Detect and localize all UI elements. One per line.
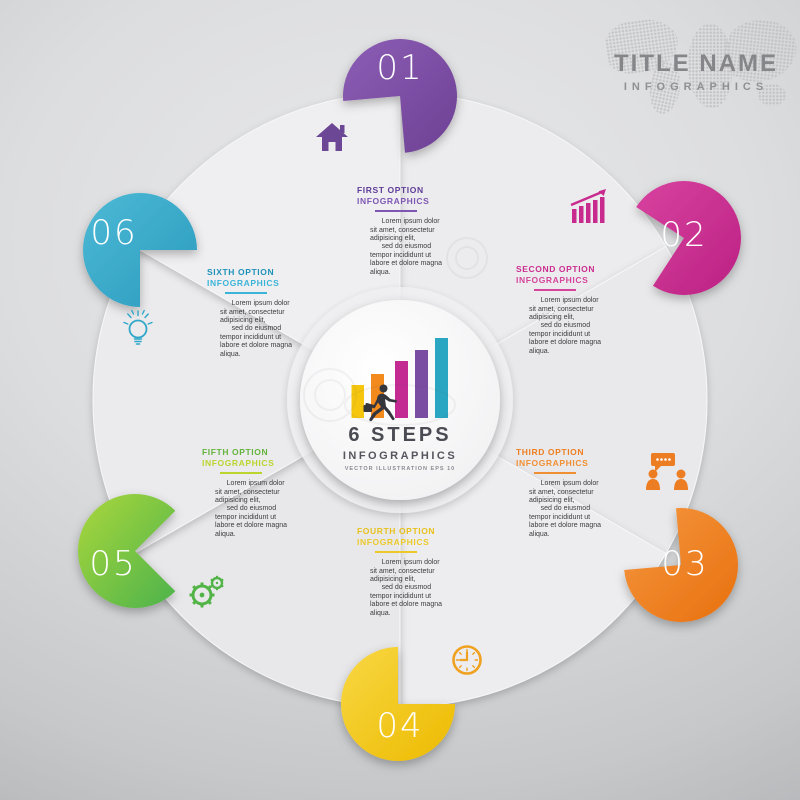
running-businessman-icon (363, 384, 397, 422)
map-blob-australia (758, 84, 786, 106)
step-heading: SECOND OPTION (516, 264, 596, 274)
step-block-sixth: SIXTH OPTION INFOGRAPHICS Lorem ipsum do… (207, 267, 327, 359)
step-heading: SIXTH OPTION (207, 267, 275, 277)
step-circle-05 (77, 493, 176, 608)
step-block-fourth: FOURTH OPTION INFOGRAPHICS Lorem ipsum d… (357, 526, 477, 618)
heading-underline (534, 472, 576, 475)
heading-underline (534, 289, 576, 292)
step-block-first: FIRST OPTION INFOGRAPHICS Lorem ipsum do… (357, 185, 477, 277)
step-circles (77, 38, 741, 761)
step-number-05: 05 (89, 544, 137, 584)
step-body-text: Lorem ipsum dolor sit amet, consectetur … (370, 559, 442, 617)
step-heading-sub: INFOGRAPHICS (357, 536, 430, 547)
step-heading: FIRST OPTION (357, 185, 424, 195)
step-circle-02 (636, 181, 741, 296)
step-heading: FOURTH OPTION (357, 526, 436, 536)
people-chat-icon (646, 453, 688, 490)
step-circle-01 (343, 38, 458, 153)
step-number-04: 04 (376, 706, 424, 746)
step-number-01: 01 (376, 48, 424, 88)
center-subtitle: INFOGRAPHICS (342, 450, 458, 462)
step-heading: THIRD OPTION (516, 447, 585, 457)
step-heading-sub: INFOGRAPHICS (516, 274, 589, 285)
step-heading-sub: INFOGRAPHICS (516, 457, 589, 468)
page-subtitle: INFOGRAPHICS (623, 81, 769, 93)
light-bulb-icon (123, 309, 153, 345)
center-text-block: 6 STEPS INFOGRAPHICS VECTOR ILLUSTRATION… (300, 424, 500, 472)
step-block-fifth: FIFTH OPTION INFOGRAPHICS Lorem ipsum do… (202, 447, 322, 539)
step-number-06: 06 (90, 213, 138, 253)
step-circle-06 (83, 193, 197, 307)
step-heading-sub: INFOGRAPHICS (357, 195, 430, 206)
step-heading-sub: INFOGRAPHICS (202, 457, 275, 468)
world-map-dots (602, 15, 800, 122)
step-block-second: SECOND OPTION INFOGRAPHICS Lorem ipsum d… (516, 264, 636, 356)
center-title: 6 STEPS (348, 424, 452, 446)
step-body-text: Lorem ipsum dolor sit amet, consectetur … (220, 300, 292, 358)
title-block: TITLE NAME INFOGRAPHICS (596, 50, 796, 93)
step-circle-04 (341, 647, 455, 761)
heading-underline (375, 551, 417, 554)
home-icon (316, 123, 348, 151)
heading-underline (225, 292, 267, 295)
step-body-text: Lorem ipsum dolor sit amet, consectetur … (529, 480, 601, 538)
heading-underline (220, 472, 262, 475)
step-block-third: THIRD OPTION INFOGRAPHICS Lorem ipsum do… (516, 447, 636, 539)
clock-icon (452, 645, 482, 675)
step-number-02: 02 (660, 215, 708, 255)
step-circle-03 (624, 508, 739, 623)
heading-underline (375, 210, 417, 213)
step-heading-sub: INFOGRAPHICS (207, 277, 280, 288)
step-body-text: Lorem ipsum dolor sit amet, consectetur … (370, 218, 442, 276)
step-body-text: Lorem ipsum dolor sit amet, consectetur … (215, 480, 287, 538)
watermark (303, 237, 488, 426)
step-body-text: Lorem ipsum dolor sit amet, consectetur … (529, 297, 601, 355)
step-number-03: 03 (661, 544, 709, 584)
growth-chart-icon (570, 189, 606, 223)
gears-icon (189, 575, 224, 608)
center-bar-chart (351, 338, 448, 418)
center-note: VECTOR ILLUSTRATION EPS 10 (344, 466, 456, 472)
page-title: TITLE NAME (614, 50, 778, 77)
step-heading: FIFTH OPTION (202, 447, 269, 457)
